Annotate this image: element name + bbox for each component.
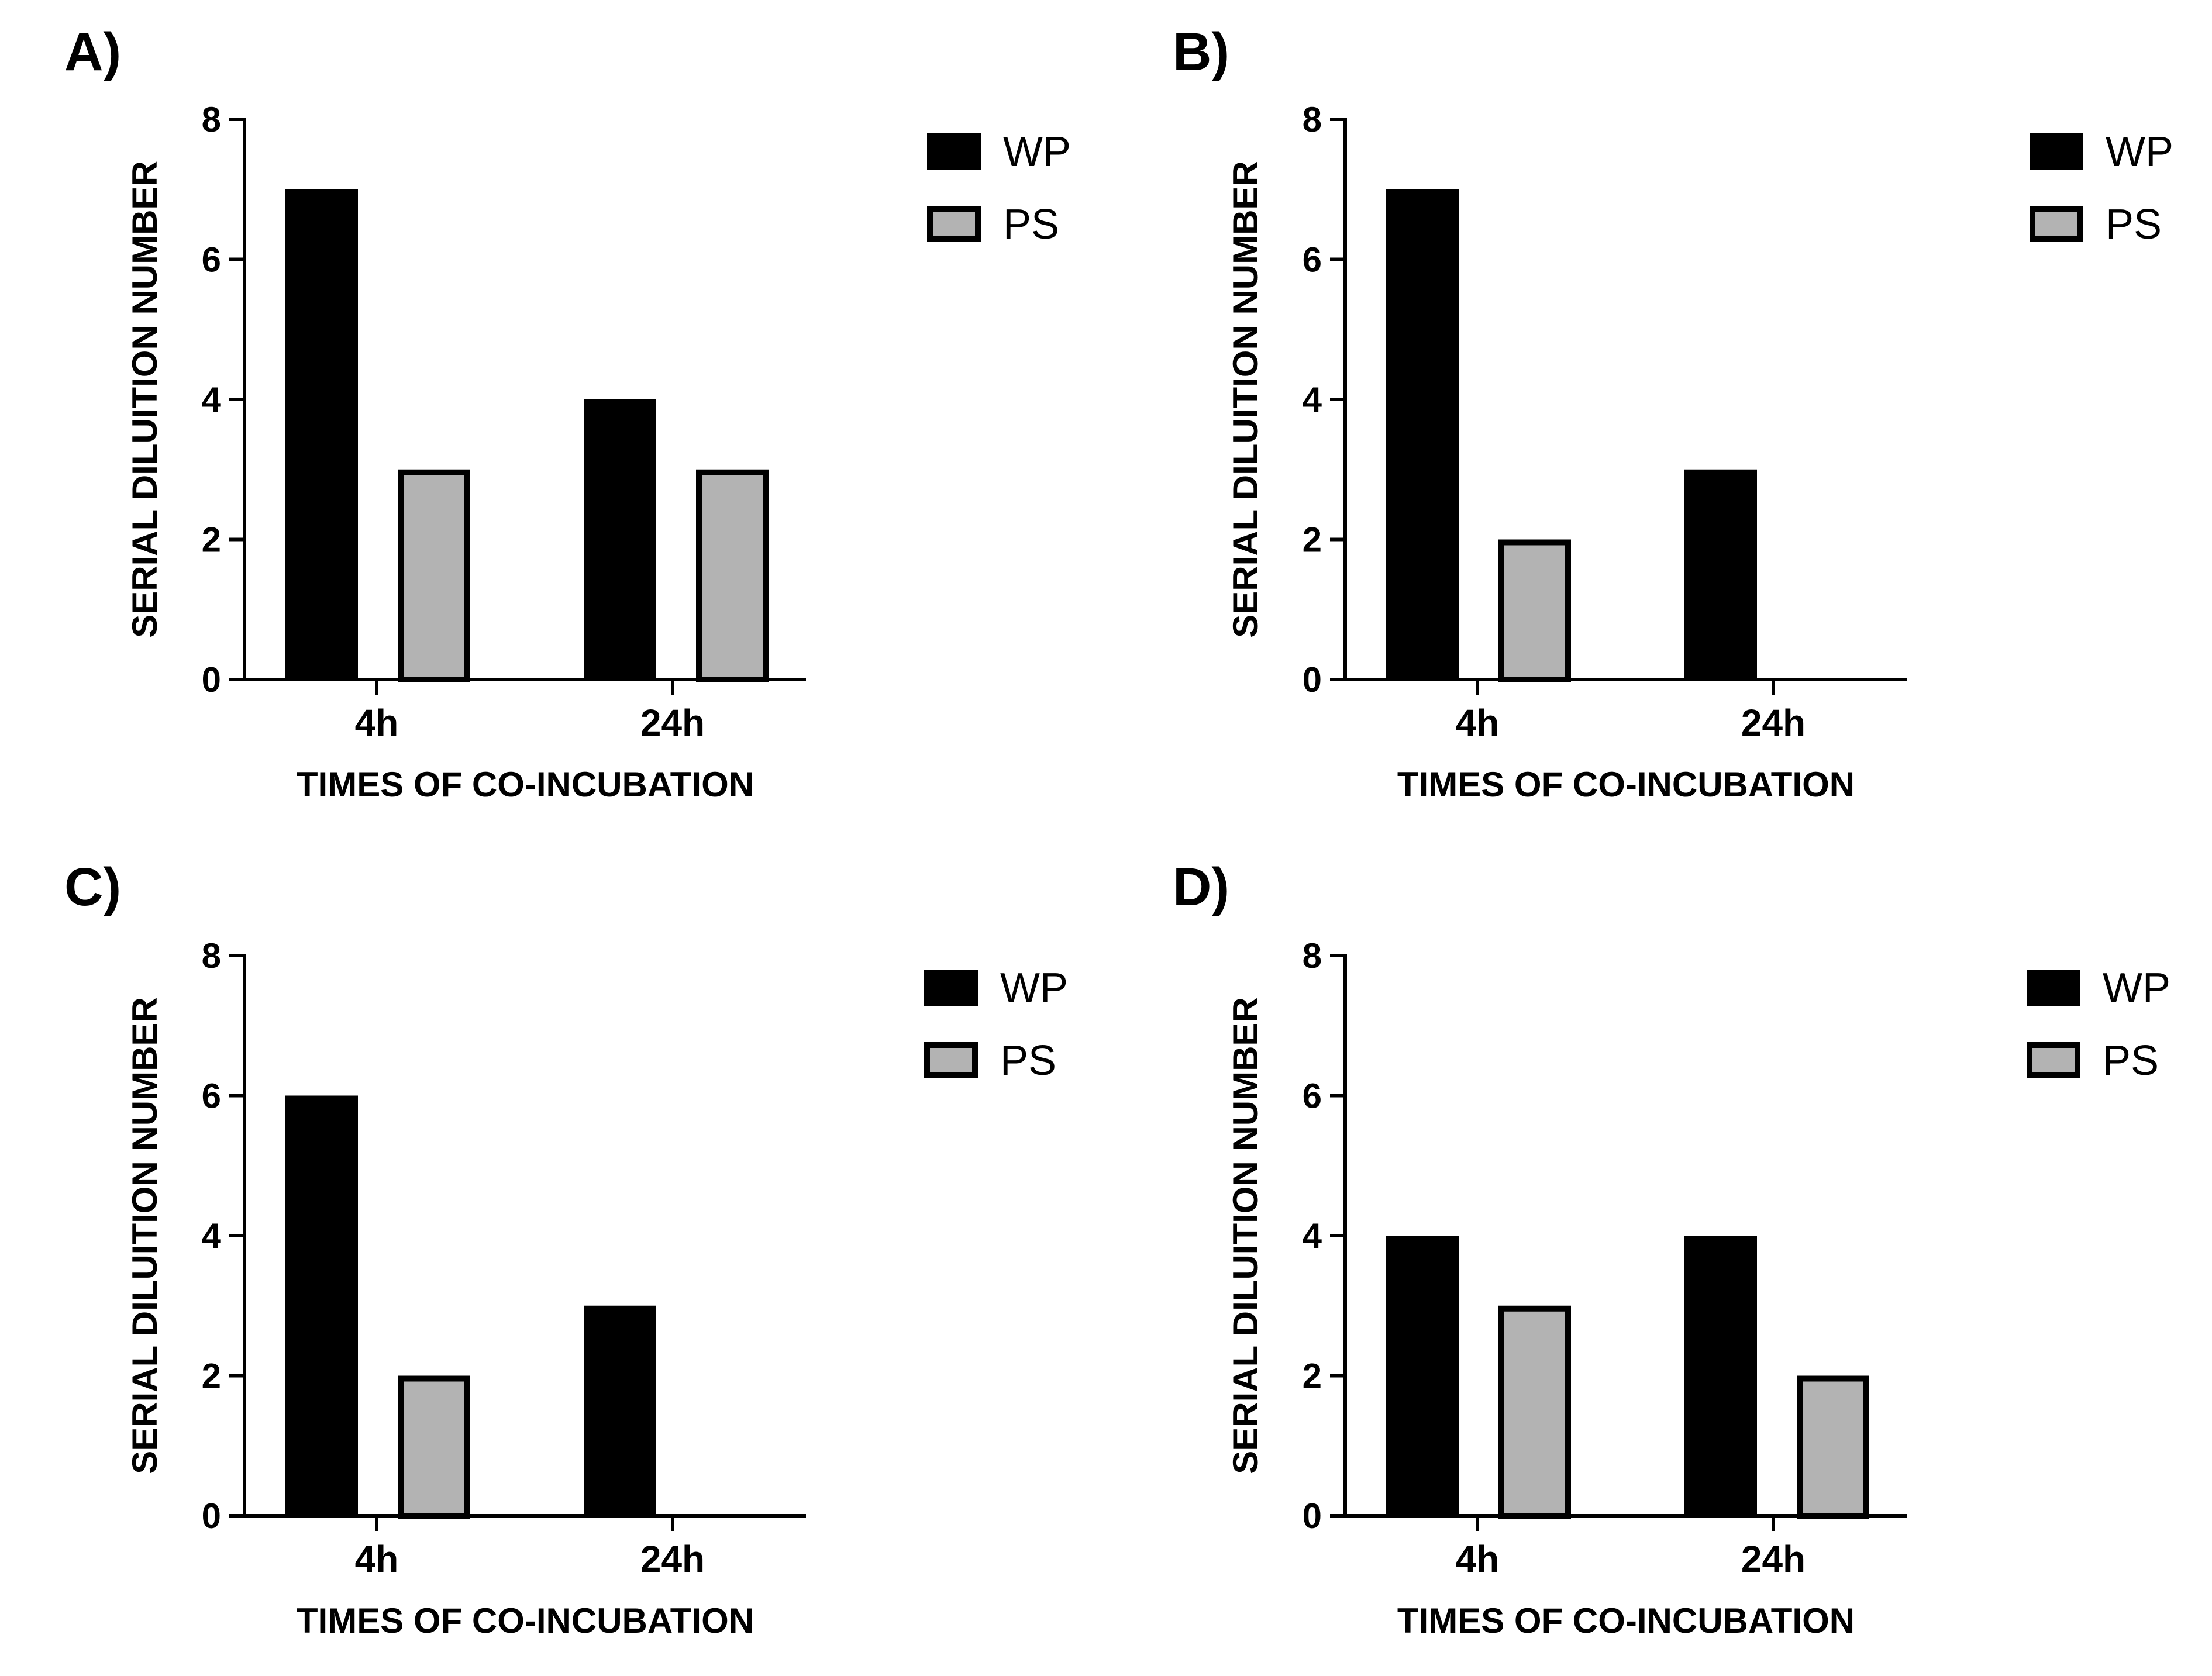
bar-ps-4h <box>398 469 470 682</box>
chart-panel-1: A) 0 2 4 6 8 4h 24h TIMES OF CO-INCUBATION SERIAL… <box>64 22 1071 804</box>
y-tick-label: 4 <box>202 1216 222 1256</box>
bar-wp-4h <box>1386 189 1459 680</box>
chart-panel-3: C) 0 2 4 6 8 4h 24h TIMES OF CO-INCUBATION SERIAL… <box>64 857 1068 1640</box>
legend-swatch-ps <box>924 1042 978 1078</box>
x-tick-label-24h: 24h <box>640 1538 705 1580</box>
y-tick-label: 0 <box>1303 660 1322 699</box>
y-tick-label: 6 <box>1303 1077 1322 1116</box>
bar-ps-24h <box>1797 1375 1869 1519</box>
legend-swatch-wp <box>924 970 978 1006</box>
y-tick-label: 8 <box>1303 936 1322 975</box>
x-tick-label-4h: 4h <box>355 1538 399 1580</box>
legend-label-ps: PS <box>2103 1037 2159 1084</box>
bar-wp-4h <box>285 1095 358 1516</box>
x-tick-label-4h: 4h <box>355 702 399 744</box>
bar-wp-24h <box>1684 1236 1757 1516</box>
legend-swatch-ps <box>2027 1042 2080 1078</box>
x-tick-label-4h: 4h <box>1456 702 1500 744</box>
legend-swatch-ps <box>2030 206 2083 242</box>
y-axis-title: SERIAL DILUITION NUMBER <box>125 997 164 1474</box>
legend-label-ps: PS <box>1000 1037 1056 1084</box>
y-tick-label: 4 <box>202 380 222 419</box>
y-tick-label: 6 <box>202 240 221 280</box>
y-tick-label: 2 <box>1303 1357 1322 1396</box>
y-tick-label: 8 <box>202 100 221 139</box>
y-tick-label: 4 <box>1303 380 1322 419</box>
y-tick-label: 8 <box>202 936 221 975</box>
y-tick-label: 0 <box>202 660 221 699</box>
bar-ps-24h <box>696 469 769 682</box>
panel-letter: B) <box>1173 22 1229 82</box>
bar-wp-24h <box>584 399 656 680</box>
y-tick-label: 0 <box>202 1496 221 1536</box>
bar-wp-4h <box>1386 1236 1459 1516</box>
x-axis-title: TIMES OF CO-INCUBATION <box>297 1601 754 1640</box>
y-tick-label: 0 <box>1303 1496 1322 1536</box>
x-tick-label-4h: 4h <box>1456 1538 1500 1580</box>
y-tick-label: 6 <box>1303 240 1322 280</box>
legend-label-wp: WP <box>2103 965 2170 1012</box>
bar-wp-24h <box>584 1305 656 1516</box>
x-tick-label-24h: 24h <box>1741 702 1806 744</box>
x-axis-title: TIMES OF CO-INCUBATION <box>1397 765 1855 804</box>
y-tick-label: 2 <box>202 520 221 560</box>
y-tick-label: 4 <box>1303 1216 1322 1256</box>
legend-swatch-wp <box>927 133 981 170</box>
y-axis-title: SERIAL DILUITION NUMBER <box>1226 997 1265 1474</box>
x-axis-title: TIMES OF CO-INCUBATION <box>1397 1601 1855 1640</box>
panel-letter: C) <box>64 857 121 917</box>
bar-ps-4h <box>1498 1305 1571 1519</box>
chart-panel-4: D) 0 2 4 6 8 4h 24h TIMES OF CO-INCUBATION SERIAL… <box>1173 857 2170 1640</box>
x-tick-label-24h: 24h <box>640 702 705 744</box>
panel-letter: D) <box>1173 857 1229 917</box>
legend-label-wp: WP <box>1000 965 1068 1012</box>
x-axis-title: TIMES OF CO-INCUBATION <box>297 765 754 804</box>
bar-wp-4h <box>285 189 358 680</box>
legend-swatch-ps <box>927 206 981 242</box>
panel-letter: A) <box>64 22 121 82</box>
y-axis-title: SERIAL DILUITION NUMBER <box>125 161 164 638</box>
legend-label-wp: WP <box>2106 129 2173 175</box>
y-axis-title: SERIAL DILUITION NUMBER <box>1226 161 1265 638</box>
legend-label-ps: PS <box>2106 201 2162 248</box>
y-tick-label: 2 <box>1303 520 1322 560</box>
y-tick-label: 2 <box>202 1357 221 1396</box>
x-tick-label-24h: 24h <box>1741 1538 1806 1580</box>
legend-swatch-wp <box>2027 970 2080 1006</box>
legend-swatch-wp <box>2030 133 2083 170</box>
legend-label-ps: PS <box>1003 201 1059 248</box>
bar-wp-24h <box>1684 469 1757 680</box>
bar-ps-4h <box>1498 539 1571 682</box>
y-tick-label: 6 <box>202 1077 221 1116</box>
chart-panel-2: B) 0 2 4 6 8 4h 24h TIMES OF CO-INCUBATION SERIAL… <box>1173 22 2173 804</box>
legend-label-wp: WP <box>1003 129 1071 175</box>
y-tick-label: 8 <box>1303 100 1322 139</box>
bar-ps-4h <box>398 1375 470 1519</box>
